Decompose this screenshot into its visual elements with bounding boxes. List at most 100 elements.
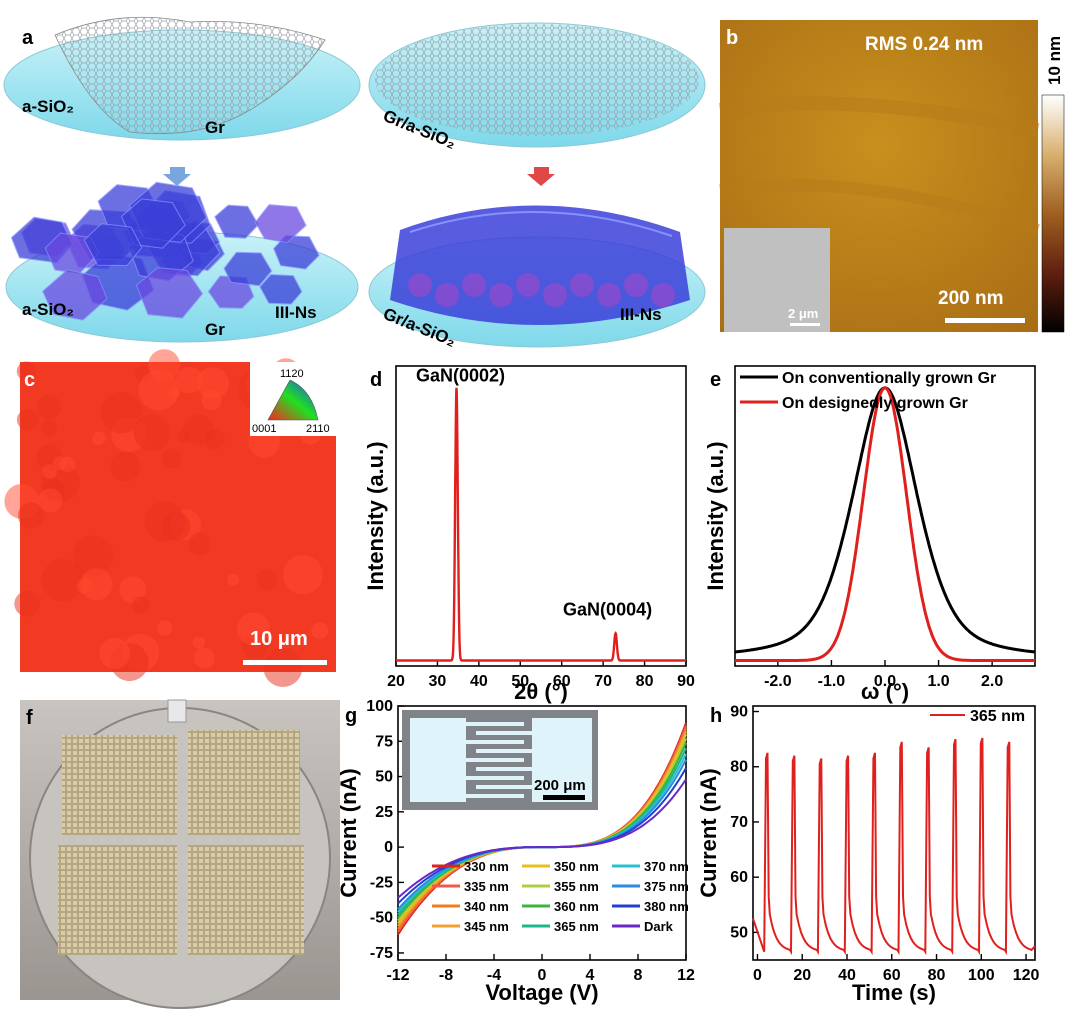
ebsd-grain (133, 414, 171, 452)
ebsd-grain (14, 590, 41, 617)
axis-g-ytick-label: 0 (384, 839, 393, 856)
legend-label-g-11: Dark (644, 919, 674, 934)
ebsd-grain (192, 636, 206, 649)
iii-n-film-bottom-right (390, 205, 690, 325)
panel-label-g: g (345, 705, 357, 727)
axis-h-ytick-label: 90 (730, 704, 748, 721)
iii-n-domain (435, 283, 459, 307)
ebsd-grain (38, 488, 63, 513)
iii-n-domain (543, 283, 567, 307)
axis-h-ytick-label: 50 (730, 924, 748, 941)
inset-finger (476, 785, 534, 789)
axis-d-xtick-label: 90 (677, 673, 695, 690)
inset-finger (476, 731, 534, 735)
ebsd-grain (16, 361, 37, 381)
axis-g-xtick-label: 0 (538, 967, 547, 984)
panel-label-a: a (22, 27, 34, 49)
legend-label-g-7: 365 nm (554, 919, 599, 934)
axis-g-ytick-label: -75 (370, 945, 393, 962)
ebsd-grain (148, 349, 181, 382)
ebsd-grain (196, 367, 229, 400)
iii-n-domain (570, 273, 594, 297)
inset-finger (476, 767, 534, 771)
ipf-triangle-icon (267, 379, 319, 421)
label-asio2-top-left: a-SiO₂ (22, 97, 74, 116)
axis-h-xtick-label: 120 (1013, 967, 1040, 984)
ebsd-grain (205, 429, 225, 450)
legend-label-g-9: 375 nm (644, 879, 689, 894)
axis-d-xtick-label: 80 (636, 673, 654, 690)
ebsd-grain (132, 596, 150, 614)
panel-label-e: e (710, 369, 721, 391)
legend-label-h: 365 nm (970, 708, 1025, 725)
device-array-quadrant-tr (188, 730, 300, 835)
axis-g-ytick-label: 50 (375, 769, 393, 786)
label-gr-top-left: Gr (205, 118, 225, 137)
ebsd-grain (40, 420, 57, 437)
y-axis-label-e: Intensity (a.u.) (703, 441, 728, 590)
device-array-quadrant-br (188, 845, 304, 955)
axis-d-xtick-label: 40 (470, 673, 488, 690)
panel-a: a-SiO₂ Gr Gr/a-SiO₂ a-SiO₂ Gr III-Ns Gr/… (3, 16, 706, 350)
axis-h-xtick-label: 20 (793, 967, 811, 984)
inset-pad-right (532, 718, 592, 802)
ipf-label-left: 0001 (252, 423, 276, 435)
iii-n-domain (408, 273, 432, 297)
inset-finger (476, 749, 534, 753)
panel-c: 1120 0001 2110 10 μm c (4, 349, 336, 687)
ebsd-grain (42, 464, 58, 479)
ebsd-grain (282, 554, 323, 595)
graphene-layer-top-right (375, 24, 699, 136)
photoresponse-curve (752, 737, 1036, 956)
panel-label-c: c (24, 369, 35, 391)
inset-finger (466, 758, 524, 762)
panel-h: 0 20 40 60 80 100 120 50 60 70 80 90 365 nm Time (s) C… (696, 704, 1039, 1005)
iii-n-domain (651, 283, 675, 307)
scale-bar-c (243, 660, 327, 665)
axis-h-ytick-label: 60 (730, 869, 748, 886)
ebsd-grain (100, 391, 143, 434)
arrow-down-left-icon (163, 167, 191, 186)
y-axis-label-h: Current (nA) (696, 768, 721, 898)
iii-n-island (273, 235, 320, 270)
ebsd-grain (188, 532, 212, 556)
axis-d-frame (395, 365, 687, 667)
iii-n-island (135, 267, 204, 319)
iii-n-domain (489, 283, 513, 307)
axis-d-xtick-label: 20 (387, 673, 405, 690)
inset-scale-bar (790, 323, 820, 326)
axis-h-ytick-label: 80 (730, 759, 748, 776)
label-iiins-bottom-left: III-Ns (275, 303, 317, 322)
x-axis-label-h: Time (s) (852, 980, 936, 1005)
ipf-label-top: 1120 (280, 368, 304, 380)
axis-d-xtick-label: 30 (429, 673, 447, 690)
axis-h-xtick-label: 0 (753, 967, 762, 984)
iii-n-domain (462, 273, 486, 297)
ebsd-grain (80, 568, 113, 601)
rocking-curve-0 (734, 386, 1036, 654)
scale-bar (945, 318, 1025, 323)
axis-g-xtick-label: -12 (386, 967, 409, 984)
scale-label-c: 10 μm (250, 628, 308, 650)
panel-label-b: b (726, 27, 738, 49)
ebsd-grain (110, 451, 141, 482)
axis-h-xtick-label: 100 (968, 967, 995, 984)
legend-label-g-2: 340 nm (464, 899, 509, 914)
ipf-label-right: 2110 (306, 423, 330, 435)
axis-h-frame (752, 705, 1036, 961)
legend-label-g-5: 355 nm (554, 879, 599, 894)
axis-h-xtick-label: 40 (838, 967, 856, 984)
axis-g-xtick-label: 4 (586, 967, 595, 984)
arrow-down-right-icon (527, 167, 555, 186)
ebsd-grain (144, 501, 185, 542)
ebsd-grain (157, 620, 173, 636)
peak-label-0004: GaN(0004) (563, 599, 652, 619)
ebsd-grain (119, 576, 147, 604)
iii-n-domain (516, 273, 540, 297)
panel-e: -2.0 -1.0 0.0 1.0 2.0 On conventionally grown… (703, 365, 1036, 704)
ebsd-grain (59, 456, 76, 473)
iii-n-domain (624, 273, 648, 297)
inset-finger (466, 776, 524, 780)
label-iiins-bottom-right: III-Ns (620, 305, 662, 324)
legend-label-e-0: On conventionally grown Gr (782, 370, 996, 387)
